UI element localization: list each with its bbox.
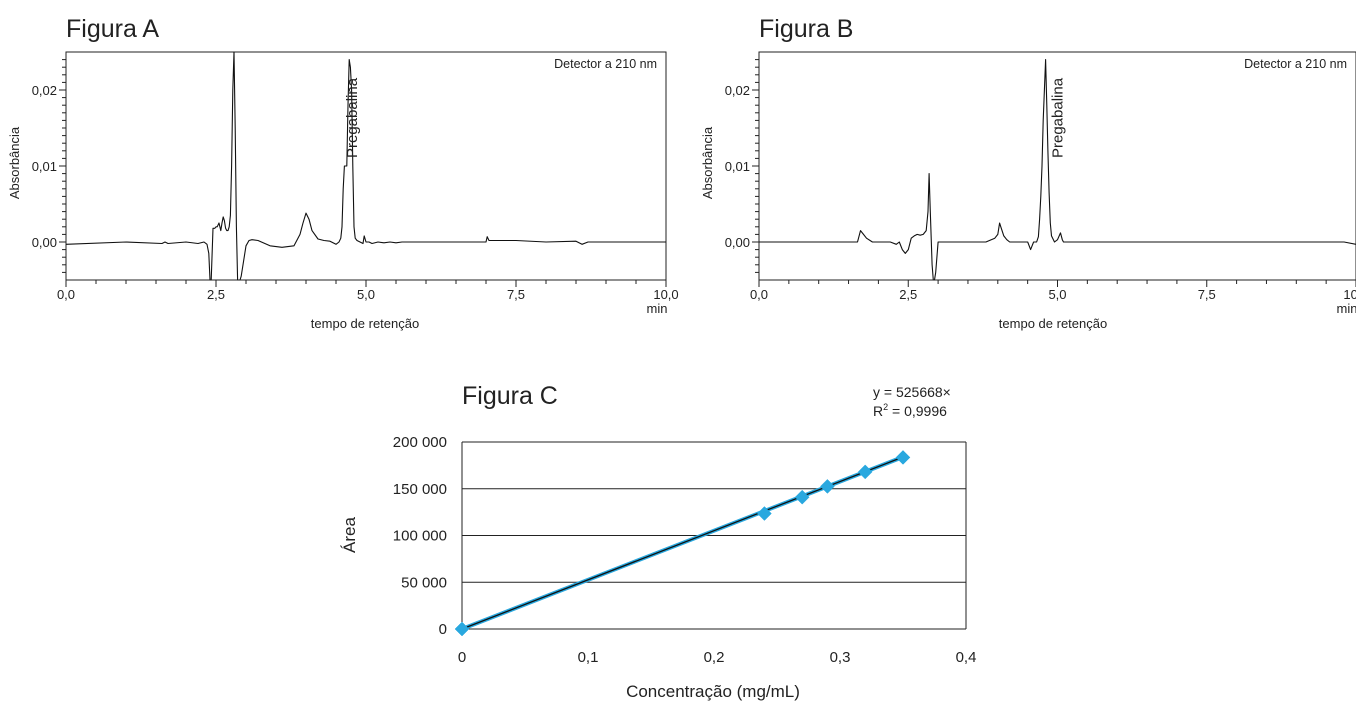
chart-figura-b: Figura B 0,0 2,5 5,0 7,5 10,0 0,00 0,01 0,02 De… xyxy=(700,15,1356,331)
chart-b-y-tick-label: 0,02 xyxy=(725,83,750,98)
chart-c-y-tick-label: 0 xyxy=(439,621,447,638)
chart-a-x-tick-label: 0,0 xyxy=(57,287,75,302)
chart-b-y-tick-label: 0,01 xyxy=(725,159,750,174)
chart-figura-c: Figura C y = 525668× R2 = 0,9996 0 50 000… xyxy=(340,382,976,701)
chart-a-signal-line xyxy=(65,51,666,281)
chart-b-x-unit-label: min xyxy=(1337,301,1356,316)
chart-c-data-point xyxy=(794,489,810,505)
chart-figura-a: Figura A 0,0 2,5 5,0 7,5 10,0 0,00 0,01 0,02 De… xyxy=(7,15,679,331)
chart-c-x-tick-label: 0,1 xyxy=(578,649,599,666)
chart-c-x-axis-label: Concentração (mg/mL) xyxy=(626,682,800,701)
chart-b-x-axis-label: tempo de retenção xyxy=(999,316,1107,331)
chart-c-y-tick-label: 200 000 xyxy=(393,434,447,451)
chart-c-y-tick-label: 100 000 xyxy=(393,528,447,545)
chart-c-data-point xyxy=(454,621,470,637)
chart-a-detector-note: Detector a 210 nm xyxy=(554,57,657,71)
chart-b-x-tick-label: 0,0 xyxy=(750,287,768,302)
chart-a-plot-frame xyxy=(65,51,667,281)
chart-c-r-squared: R2 = 0,9996 xyxy=(873,402,947,419)
chart-c-gridlines xyxy=(462,441,966,583)
chart-a-marks xyxy=(65,51,666,281)
chart-c-x-tick-label: 0,3 xyxy=(830,649,851,666)
chart-c-y-tick-label: 150 000 xyxy=(393,481,447,498)
chart-b-peak-label: Pregabalina xyxy=(1049,77,1066,158)
chart-c-title: Figura C xyxy=(462,382,558,410)
chart-a-y-axis-label: Absorbância xyxy=(7,126,22,199)
chart-c-x-tick-label: 0,2 xyxy=(704,649,725,666)
chart-c-x-tick-label: 0,4 xyxy=(956,649,977,666)
chart-c-data-point xyxy=(820,479,835,494)
chart-b-marks xyxy=(759,59,1356,281)
chart-a-x-tick-label: 10,0 xyxy=(653,287,678,302)
chart-a-x-tick-label: 5,0 xyxy=(357,287,375,302)
chart-c-y-tick-label: 50 000 xyxy=(401,574,447,591)
chart-b-x-tick-label: 10,0 xyxy=(1343,287,1356,302)
chart-c-trendline-equation: y = 525668× xyxy=(873,384,951,400)
chart-a-x-tick-label: 7,5 xyxy=(507,287,525,302)
chart-a-y-tick-label: 0,02 xyxy=(32,83,57,98)
chart-b-y-tick-label: 0,00 xyxy=(725,235,750,250)
chart-c-r-squared-value: = 0,9996 xyxy=(888,403,947,419)
chart-b-title: Figura B xyxy=(759,15,853,43)
chart-c-y-axis-label: Área xyxy=(340,517,359,553)
chart-c-ticks: 0 50 000 100 000 150 000 200 000 0 0,1 0,2 0,3 0,… xyxy=(393,434,977,666)
chart-b-x-tick-label: 7,5 xyxy=(1198,287,1216,302)
chart-a-ticks: 0,0 2,5 5,0 7,5 10,0 0,00 0,01 0,02 xyxy=(32,51,679,302)
chart-b-detector-note: Detector a 210 nm xyxy=(1244,57,1347,71)
chart-a-y-tick-label: 0,00 xyxy=(32,235,57,250)
chart-a-title: Figura A xyxy=(66,15,159,43)
chart-a-y-tick-label: 0,01 xyxy=(32,159,57,174)
chart-a-peak-label: Pregabalina xyxy=(344,77,361,158)
chart-a-x-unit-label: min xyxy=(647,301,668,316)
chart-a-x-axis-label: tempo de retenção xyxy=(311,316,419,331)
chart-c-data-point xyxy=(895,450,911,465)
chart-b-y-axis-label: Absorbância xyxy=(700,126,715,199)
chart-c-marks xyxy=(454,450,911,637)
chart-c-x-tick-label: 0 xyxy=(458,649,466,666)
chart-b-x-tick-label: 5,0 xyxy=(1048,287,1066,302)
chart-b-signal-line xyxy=(759,59,1356,281)
chart-c-r-squared-prefix: R xyxy=(873,403,883,419)
chart-c-data-point xyxy=(757,506,772,521)
chart-a-x-tick-label: 2,5 xyxy=(207,287,225,302)
chart-c-data-point xyxy=(857,464,873,480)
chart-b-x-tick-label: 2,5 xyxy=(899,287,917,302)
chart-b-ticks: 0,0 2,5 5,0 7,5 10,0 0,00 0,01 0,02 xyxy=(725,51,1356,302)
chart-c-r-squared-exponent: 2 xyxy=(883,402,888,412)
chart-c-trendline xyxy=(461,456,904,630)
